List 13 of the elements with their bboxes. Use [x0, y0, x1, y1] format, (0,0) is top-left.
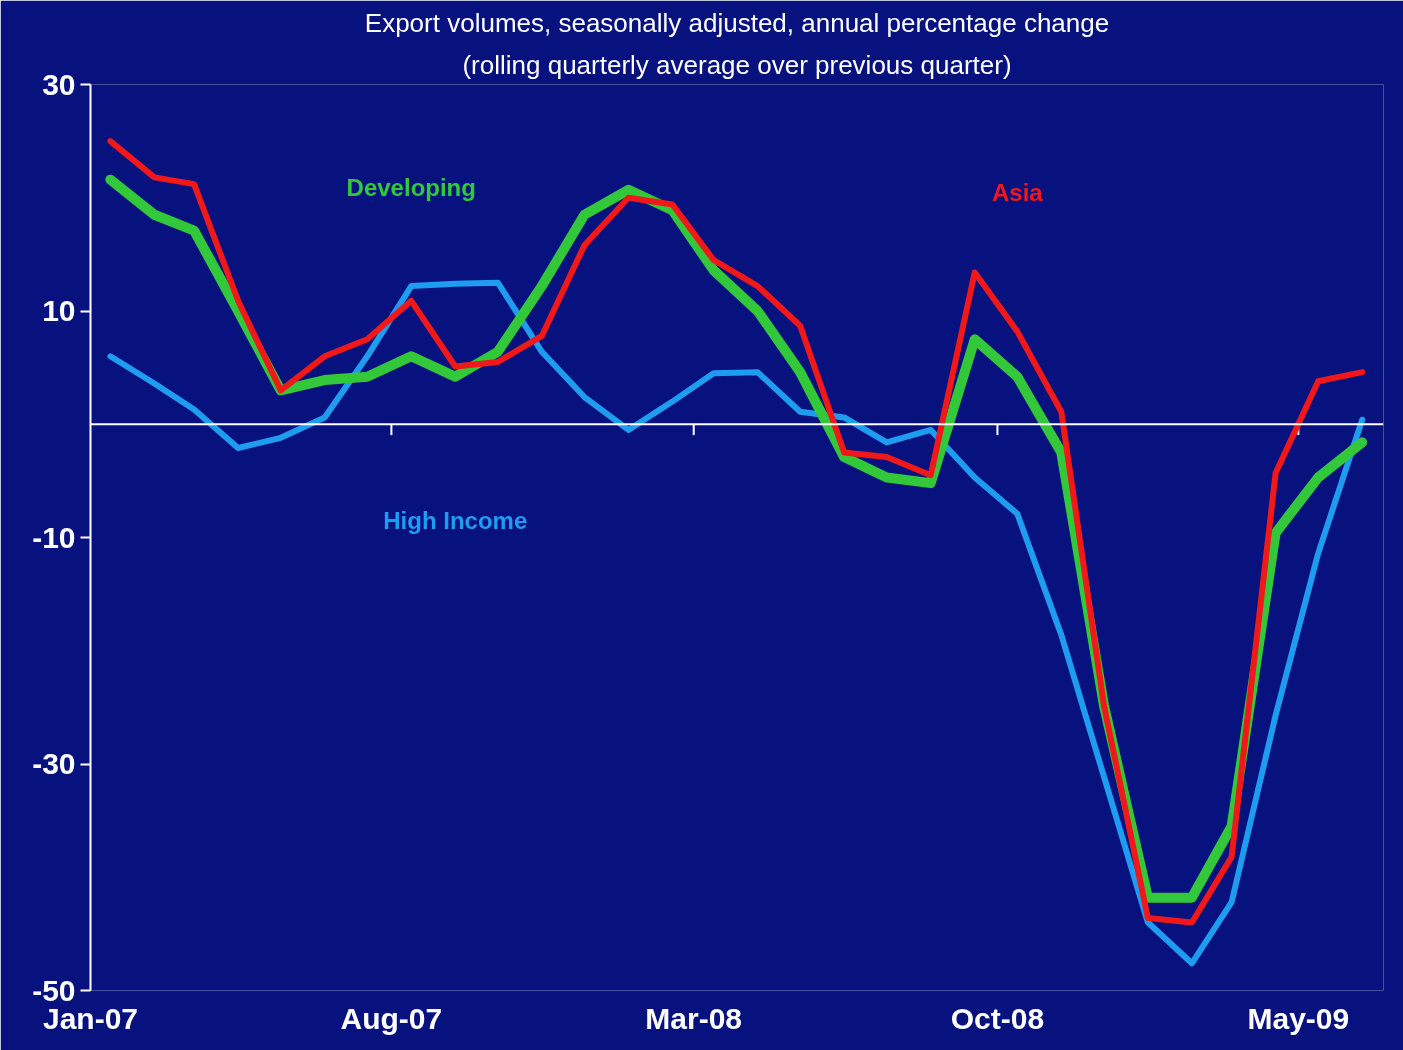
text: High Income — [383, 506, 528, 534]
x-tick-label: Oct-08 — [950, 1001, 1045, 1035]
x-tick-label: May-09 — [1247, 1001, 1350, 1035]
chart-subtitle: (rolling quarterly average over previous quarter) — [462, 49, 1012, 80]
y-tick-label: -10 — [32, 520, 76, 554]
x-tick-label: Aug-07 — [340, 1001, 443, 1035]
y-tick-label: 10 — [42, 294, 76, 327]
text: Developing — [346, 174, 476, 202]
y-tick-label: -30 — [32, 747, 76, 780]
x-tick-label: Mar-08 — [645, 1001, 743, 1035]
chart-title: Export volumes, seasonally adjusted, annual percentage change — [364, 7, 1110, 38]
text: Asia — [991, 179, 1044, 207]
y-tick-label: 30 — [42, 67, 76, 101]
